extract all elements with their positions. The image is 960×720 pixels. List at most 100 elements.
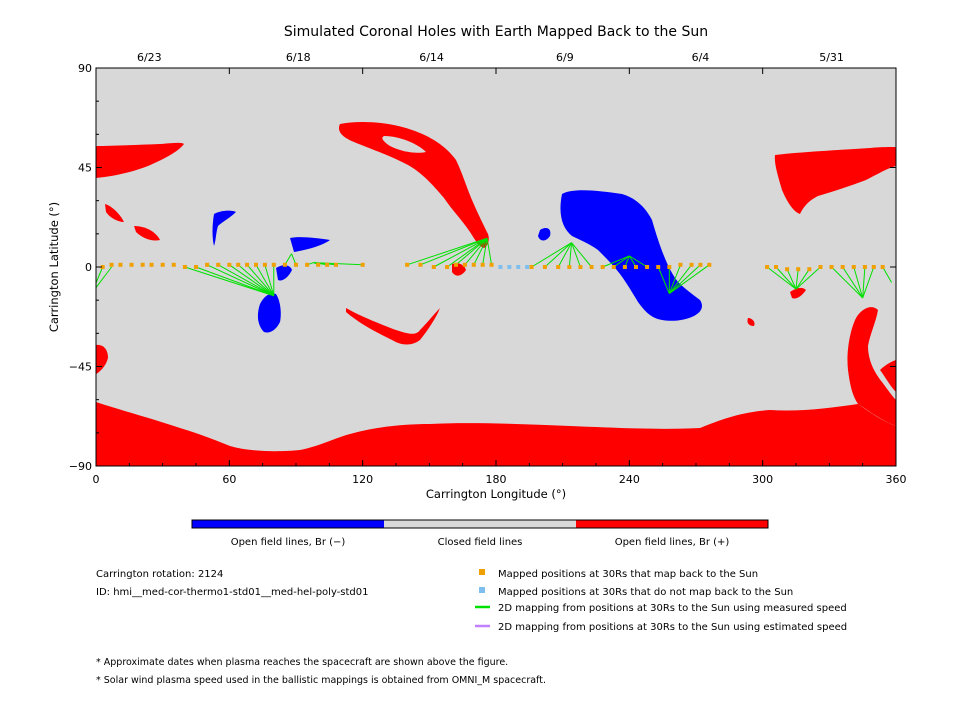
top-date-label: 6/18 xyxy=(286,51,311,64)
mapped-point xyxy=(611,265,616,269)
carrington-rotation: Carrington rotation: 2124 xyxy=(96,569,223,580)
mapping-line xyxy=(766,266,797,290)
southwest-band-hole-positive xyxy=(346,308,440,345)
mapped-point xyxy=(656,265,661,269)
mapping-line xyxy=(795,269,799,290)
mapping-line xyxy=(464,237,488,266)
mapping-line xyxy=(473,238,488,266)
mapped-point xyxy=(689,262,694,267)
southwest-hole-negative xyxy=(257,293,281,333)
colorbar-label-closed: Closed field lines xyxy=(438,537,523,548)
mapping-line xyxy=(544,242,572,268)
mapped-point xyxy=(216,262,221,267)
mapped-point xyxy=(785,267,790,272)
mapping-line xyxy=(557,242,572,268)
mapped-point xyxy=(807,267,812,272)
legend-label-unmapped: Mapped positions at 30Rs that do not map… xyxy=(498,587,793,598)
colorbar-closed xyxy=(384,520,576,528)
small-hole-negative-4 xyxy=(276,265,292,281)
mapped-point xyxy=(271,262,276,267)
mapping-line xyxy=(217,264,275,297)
mapped-point xyxy=(431,265,436,269)
mapped-point xyxy=(254,262,258,267)
mapped-point xyxy=(445,265,450,269)
x-tick-label: 0 xyxy=(93,473,100,486)
mapping-line xyxy=(842,266,864,299)
mapped-point xyxy=(622,265,627,269)
mapped-point xyxy=(774,265,778,269)
small-hole-negative-2 xyxy=(212,210,236,246)
coronal-hole-regions xyxy=(96,122,896,466)
mapped-point xyxy=(418,262,423,267)
mapped-point xyxy=(294,262,298,267)
y-tick-label: −90 xyxy=(69,460,92,473)
mapped-point xyxy=(334,262,338,267)
mapped-point xyxy=(325,262,330,267)
legend-label-estimated: 2D mapping from positions at 30Rs to the… xyxy=(498,622,847,633)
mapping-line xyxy=(184,266,274,297)
top-date-label: 6/23 xyxy=(137,51,162,64)
footnote-dates: * Approximate dates when plasma reaches … xyxy=(96,657,508,668)
mapped-point xyxy=(262,262,267,267)
mapped-point xyxy=(454,262,458,267)
mapped-point xyxy=(829,265,834,269)
mapping-line xyxy=(446,237,488,268)
mapped-point xyxy=(194,265,198,269)
mapped-point xyxy=(765,265,770,269)
mapped-point xyxy=(305,262,310,267)
y-axis-label: Carrington Latitude (°) xyxy=(47,202,61,332)
mapped-point xyxy=(480,262,485,267)
mapping-line xyxy=(795,268,810,290)
mapped-point xyxy=(160,262,165,267)
mapped-point xyxy=(634,265,638,269)
mapped-point xyxy=(840,265,845,269)
mapped-point xyxy=(118,262,123,267)
mapped-point xyxy=(707,262,712,267)
x-tick-label: 300 xyxy=(752,473,773,486)
mapped-point xyxy=(140,262,145,267)
mapping-line xyxy=(613,255,630,268)
small-hole-positive-4 xyxy=(790,287,806,299)
top-date-label: 6/9 xyxy=(556,51,574,64)
mapping-line xyxy=(406,237,488,266)
unmapped-point xyxy=(525,265,530,269)
northeast-hole-positive xyxy=(774,147,896,214)
mapping-line xyxy=(255,264,275,296)
y-tick-label: 90 xyxy=(78,62,92,75)
unmapped-point xyxy=(516,265,521,269)
mapping-line xyxy=(206,264,274,297)
mapped-point xyxy=(471,262,476,267)
mapping-line xyxy=(602,255,630,268)
mapping-line xyxy=(657,266,670,294)
model-id: ID: hmi__med-cor-thermo1-std01__med-hel-… xyxy=(96,587,369,598)
mapped-point xyxy=(205,262,210,267)
mapped-point xyxy=(100,265,105,269)
mapping-line xyxy=(571,242,592,268)
mapping-line xyxy=(668,264,701,294)
x-tick-label: 60 xyxy=(222,473,236,486)
y-tick-label: −45 xyxy=(69,361,92,374)
mapped-point xyxy=(182,265,187,269)
mapped-point xyxy=(149,262,154,267)
y-axis: 90 45 0 −45 −90 xyxy=(69,62,896,473)
mapped-point xyxy=(667,265,672,269)
northwest-hole-positive xyxy=(96,142,184,178)
mapped-point xyxy=(589,265,594,269)
mapped-point xyxy=(109,262,114,267)
legend: Mapped positions at 30Rs that map back t… xyxy=(475,569,847,633)
x-axis: 0 60 120 180 240 300 360 xyxy=(93,68,907,486)
mapping-line xyxy=(831,266,864,299)
mapped-point xyxy=(698,262,703,267)
top-date-label: 5/31 xyxy=(819,51,844,64)
mapped-point xyxy=(542,265,547,269)
small-hole-positive-3 xyxy=(747,318,755,326)
mapped-points xyxy=(100,262,885,272)
mapped-point xyxy=(818,265,823,269)
mapping-line xyxy=(482,238,488,265)
small-hole-positive-2 xyxy=(134,226,160,241)
mapped-point xyxy=(556,265,561,269)
chart-title: Simulated Coronal Holes with Earth Mappe… xyxy=(284,24,708,40)
mapping-line xyxy=(313,262,363,266)
mapping-line xyxy=(882,266,892,283)
mapped-point xyxy=(678,262,683,267)
